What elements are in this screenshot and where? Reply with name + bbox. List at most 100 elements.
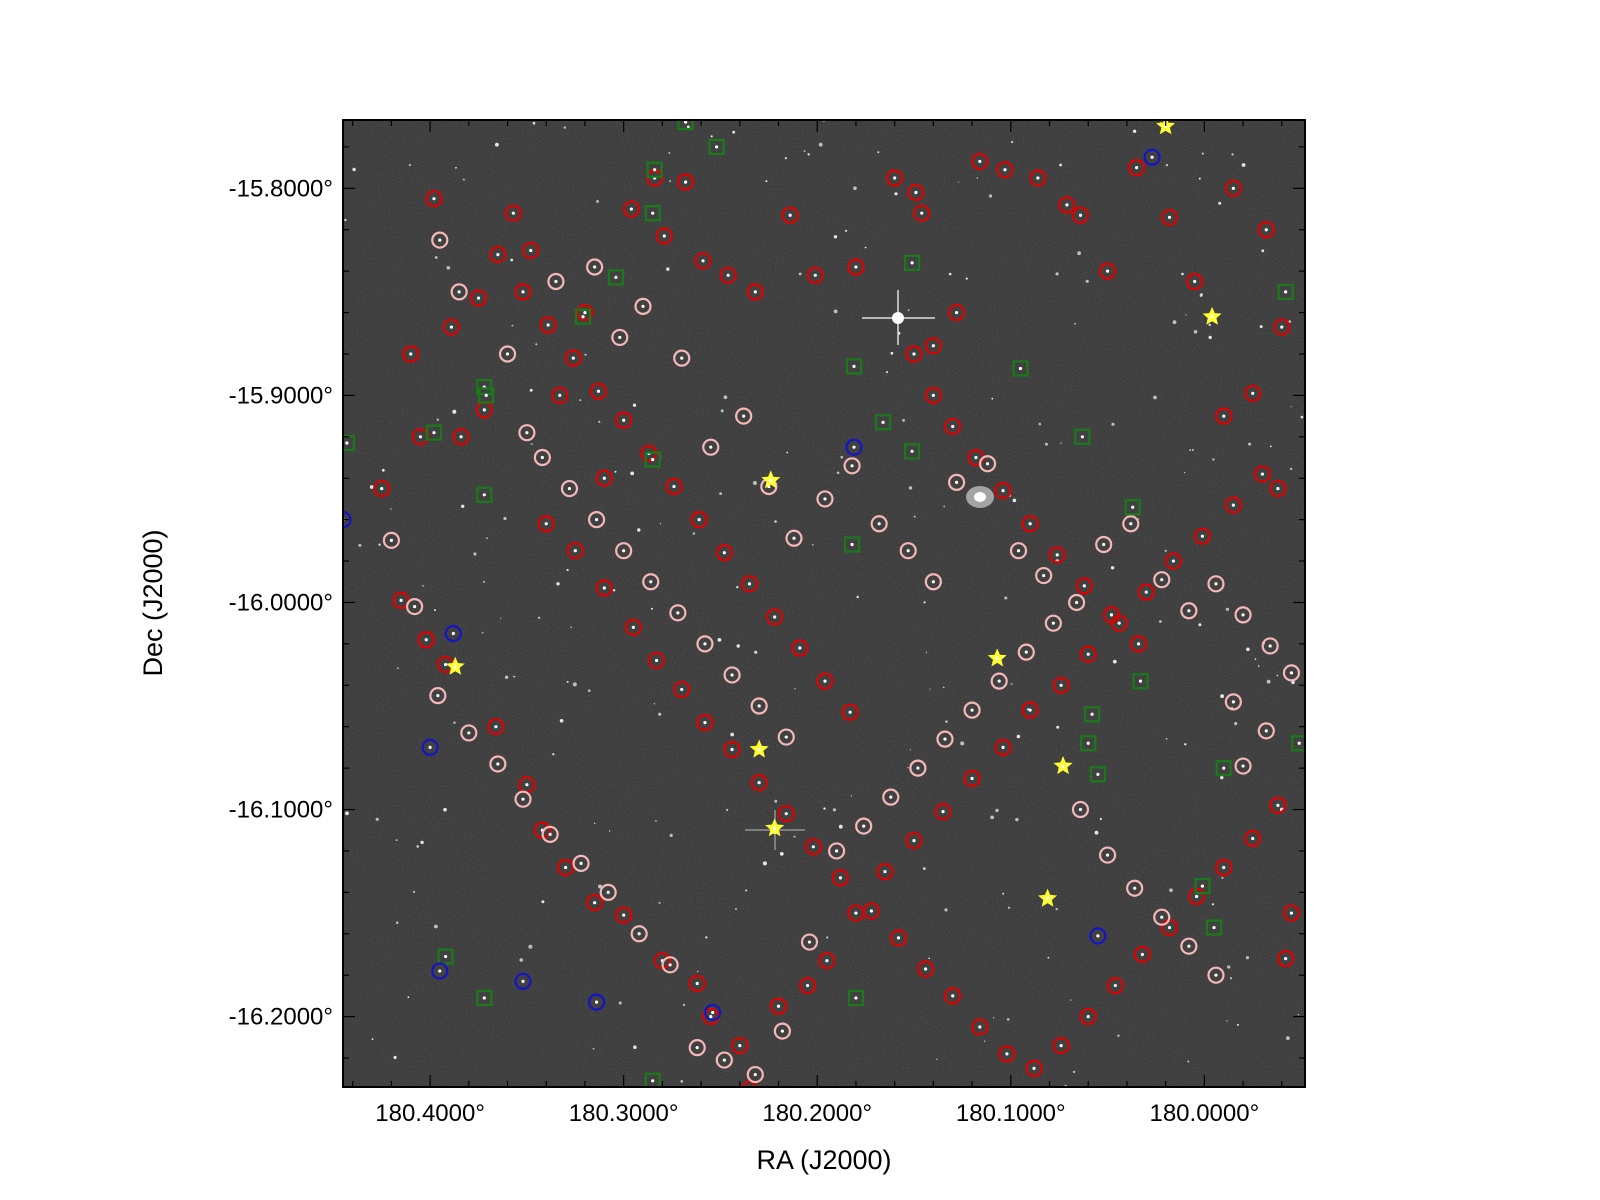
source-dot xyxy=(807,940,812,944)
background-star xyxy=(929,688,931,690)
red-circle-marker xyxy=(847,258,865,276)
source-dot xyxy=(951,994,955,998)
source-dot xyxy=(680,356,684,360)
red-circle-marker xyxy=(1021,701,1039,719)
pink-circle-marker xyxy=(882,788,900,806)
background-star xyxy=(397,667,399,669)
source-dot xyxy=(1164,124,1168,128)
red-circle-marker xyxy=(741,1080,758,1087)
pink-circle-marker xyxy=(963,701,981,719)
background-star xyxy=(369,485,374,489)
background-star xyxy=(944,908,948,912)
source-dot xyxy=(432,197,436,201)
source-dot xyxy=(954,480,959,484)
background-star xyxy=(786,451,789,454)
source-dot xyxy=(978,1025,982,1029)
background-star xyxy=(1289,467,1293,471)
source-dot xyxy=(695,1046,699,1050)
pink-circle-marker xyxy=(547,272,565,291)
source-dot xyxy=(1082,584,1086,588)
source-dot xyxy=(1160,578,1164,582)
red-circle-marker xyxy=(841,703,859,721)
background-star xyxy=(793,835,796,838)
background-star xyxy=(1044,442,1048,446)
source-dot xyxy=(711,1010,715,1015)
source-dot xyxy=(747,582,752,586)
source-dot xyxy=(850,542,854,547)
pink-circle-marker xyxy=(673,349,691,367)
background-star xyxy=(552,753,555,756)
source-dot xyxy=(738,1043,742,1048)
background-star xyxy=(390,508,392,510)
background-star xyxy=(504,675,509,679)
source-dot xyxy=(482,408,486,412)
red-circle-marker xyxy=(1257,221,1275,239)
source-dot xyxy=(540,455,544,460)
background-star xyxy=(434,256,438,259)
red-circle-marker xyxy=(504,204,522,222)
source-dot xyxy=(511,211,515,215)
red-circle-marker xyxy=(1071,206,1090,224)
background-star xyxy=(1004,596,1008,600)
source-dot xyxy=(881,420,885,424)
source-dot xyxy=(525,783,529,787)
background-star xyxy=(1248,442,1252,446)
source-dot xyxy=(931,344,935,348)
green-square-marker xyxy=(1215,760,1232,777)
red-circle-marker xyxy=(1129,635,1148,653)
red-circle-marker xyxy=(1029,169,1047,187)
background-star xyxy=(1111,422,1115,426)
source-dot xyxy=(449,325,453,329)
source-dot xyxy=(1105,269,1110,273)
background-star xyxy=(395,839,398,841)
background-star xyxy=(563,126,566,129)
background-star xyxy=(1099,817,1102,821)
x-tick-label: 180.3000° xyxy=(569,1100,679,1127)
source-dot xyxy=(1140,952,1145,957)
y-tick-label: -16.2000° xyxy=(229,1004,333,1031)
source-dot xyxy=(521,797,525,801)
background-star xyxy=(658,901,661,904)
background-star xyxy=(1198,177,1201,180)
source-dot xyxy=(784,735,788,739)
source-dot xyxy=(1096,772,1100,776)
source-dot xyxy=(1160,915,1164,919)
source-dot xyxy=(622,418,626,422)
red-circle-marker xyxy=(589,382,608,400)
source-dot xyxy=(910,261,914,265)
background-star xyxy=(1236,1023,1239,1026)
red-circle-marker xyxy=(1193,527,1212,545)
red-circle-marker xyxy=(1244,384,1262,402)
source-dot xyxy=(684,180,688,184)
pink-circle-marker xyxy=(947,473,966,491)
background-star xyxy=(1059,163,1062,167)
pink-circle-marker xyxy=(406,598,424,616)
background-star xyxy=(812,544,814,546)
red-circle-marker xyxy=(862,902,881,920)
background-star xyxy=(531,443,533,445)
background-star xyxy=(655,820,657,822)
source-dot xyxy=(769,478,773,482)
background-star xyxy=(1010,140,1014,144)
source-dot xyxy=(784,812,788,816)
background-star xyxy=(541,900,545,904)
green-square-marker xyxy=(1083,706,1101,723)
pink-circle-marker xyxy=(599,883,617,901)
red-circle-marker xyxy=(1164,552,1182,570)
background-star xyxy=(1212,458,1215,461)
source-dot xyxy=(954,310,959,315)
source-dot xyxy=(780,1029,784,1033)
background-star xyxy=(923,601,926,604)
background-star xyxy=(1229,977,1233,980)
background-star xyxy=(462,178,465,181)
background-star xyxy=(528,944,533,949)
source-dot xyxy=(1276,486,1280,491)
source-dot xyxy=(413,605,417,609)
red-circle-marker xyxy=(723,740,741,759)
pink-circle-marker xyxy=(460,724,478,742)
red-circle-marker xyxy=(806,266,824,284)
source-dot xyxy=(1061,764,1065,768)
background-star xyxy=(1165,737,1168,740)
background-star xyxy=(559,719,564,723)
source-dot xyxy=(602,476,606,480)
